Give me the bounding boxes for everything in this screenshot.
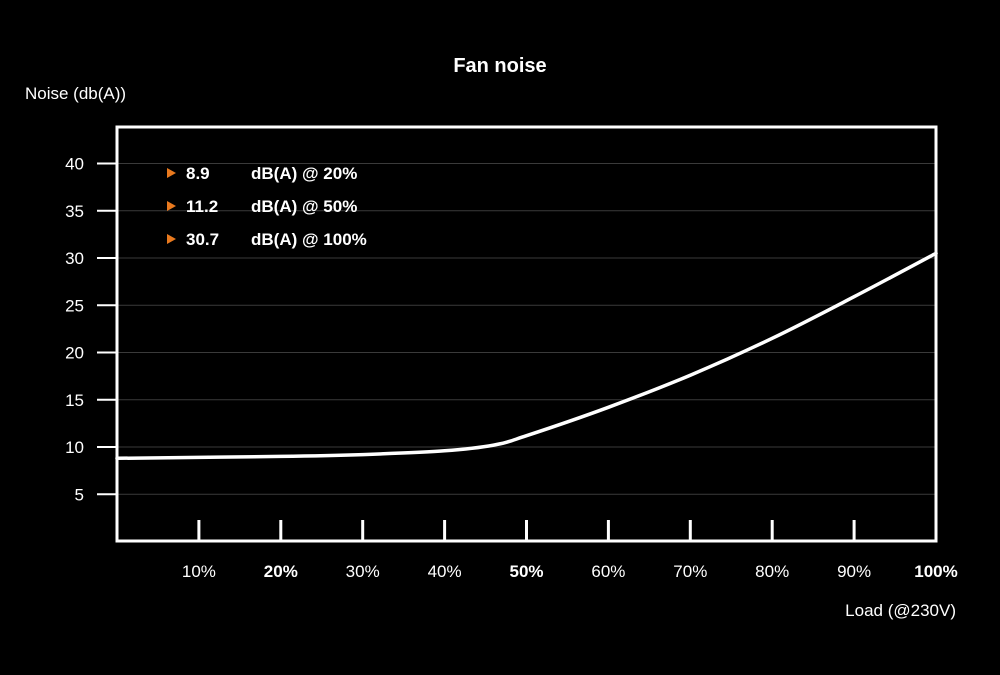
x-tick-label: 70% [673,562,707,581]
x-tick-label: 30% [346,562,380,581]
chart-title: Fan noise [453,55,546,77]
annotation-value: 8.9 [186,164,210,183]
y-tick-label: 20 [65,344,84,363]
annotation-unit: dB(A) @ 100% [251,230,367,249]
x-tick-label: 60% [591,562,625,581]
y-tick-label: 35 [65,202,84,221]
x-axis-label: Load (@230V) [845,601,956,620]
plot-frame [115,125,938,543]
annotation-unit: dB(A) @ 50% [251,197,357,216]
x-tick-label: 20% [264,562,298,581]
x-tick-label: 50% [509,562,543,581]
y-axis-ticks: 5 10 15 20 25 30 35 40 [65,155,117,504]
y-tick-label: 30 [65,249,84,268]
annotation-value: 30.7 [186,230,219,249]
series-layer [115,251,938,461]
x-tick-label: 100% [914,562,957,581]
triangle-bullet-icon [167,201,176,211]
y-tick-label: 10 [65,438,84,457]
y-tick-label: 15 [65,391,84,410]
noise-annotations: 8.9 dB(A) @ 20% 11.2 dB(A) @ 50% 30.7 dB(A) @… [167,164,367,249]
grid-lines [117,163,936,495]
x-tick-label: 80% [755,562,789,581]
y-axis-label: Noise (db(A)) [25,84,126,103]
annotation-unit: dB(A) @ 20% [251,164,357,183]
triangle-bullet-icon [167,234,176,244]
annotation-value: 11.2 [186,197,218,216]
y-tick-label: 5 [75,485,84,504]
triangle-bullet-icon [167,168,176,178]
x-tick-label: 40% [428,562,462,581]
x-tick-label: 90% [837,562,871,581]
noise-curve [115,251,938,461]
y-tick-label: 25 [65,296,84,315]
x-tick-label: 10% [182,562,216,581]
x-axis-ticks: 10% 20% 30% 40% 50% 60% 70% 80% 90% 100% [182,520,958,581]
y-tick-label: 40 [65,155,84,174]
